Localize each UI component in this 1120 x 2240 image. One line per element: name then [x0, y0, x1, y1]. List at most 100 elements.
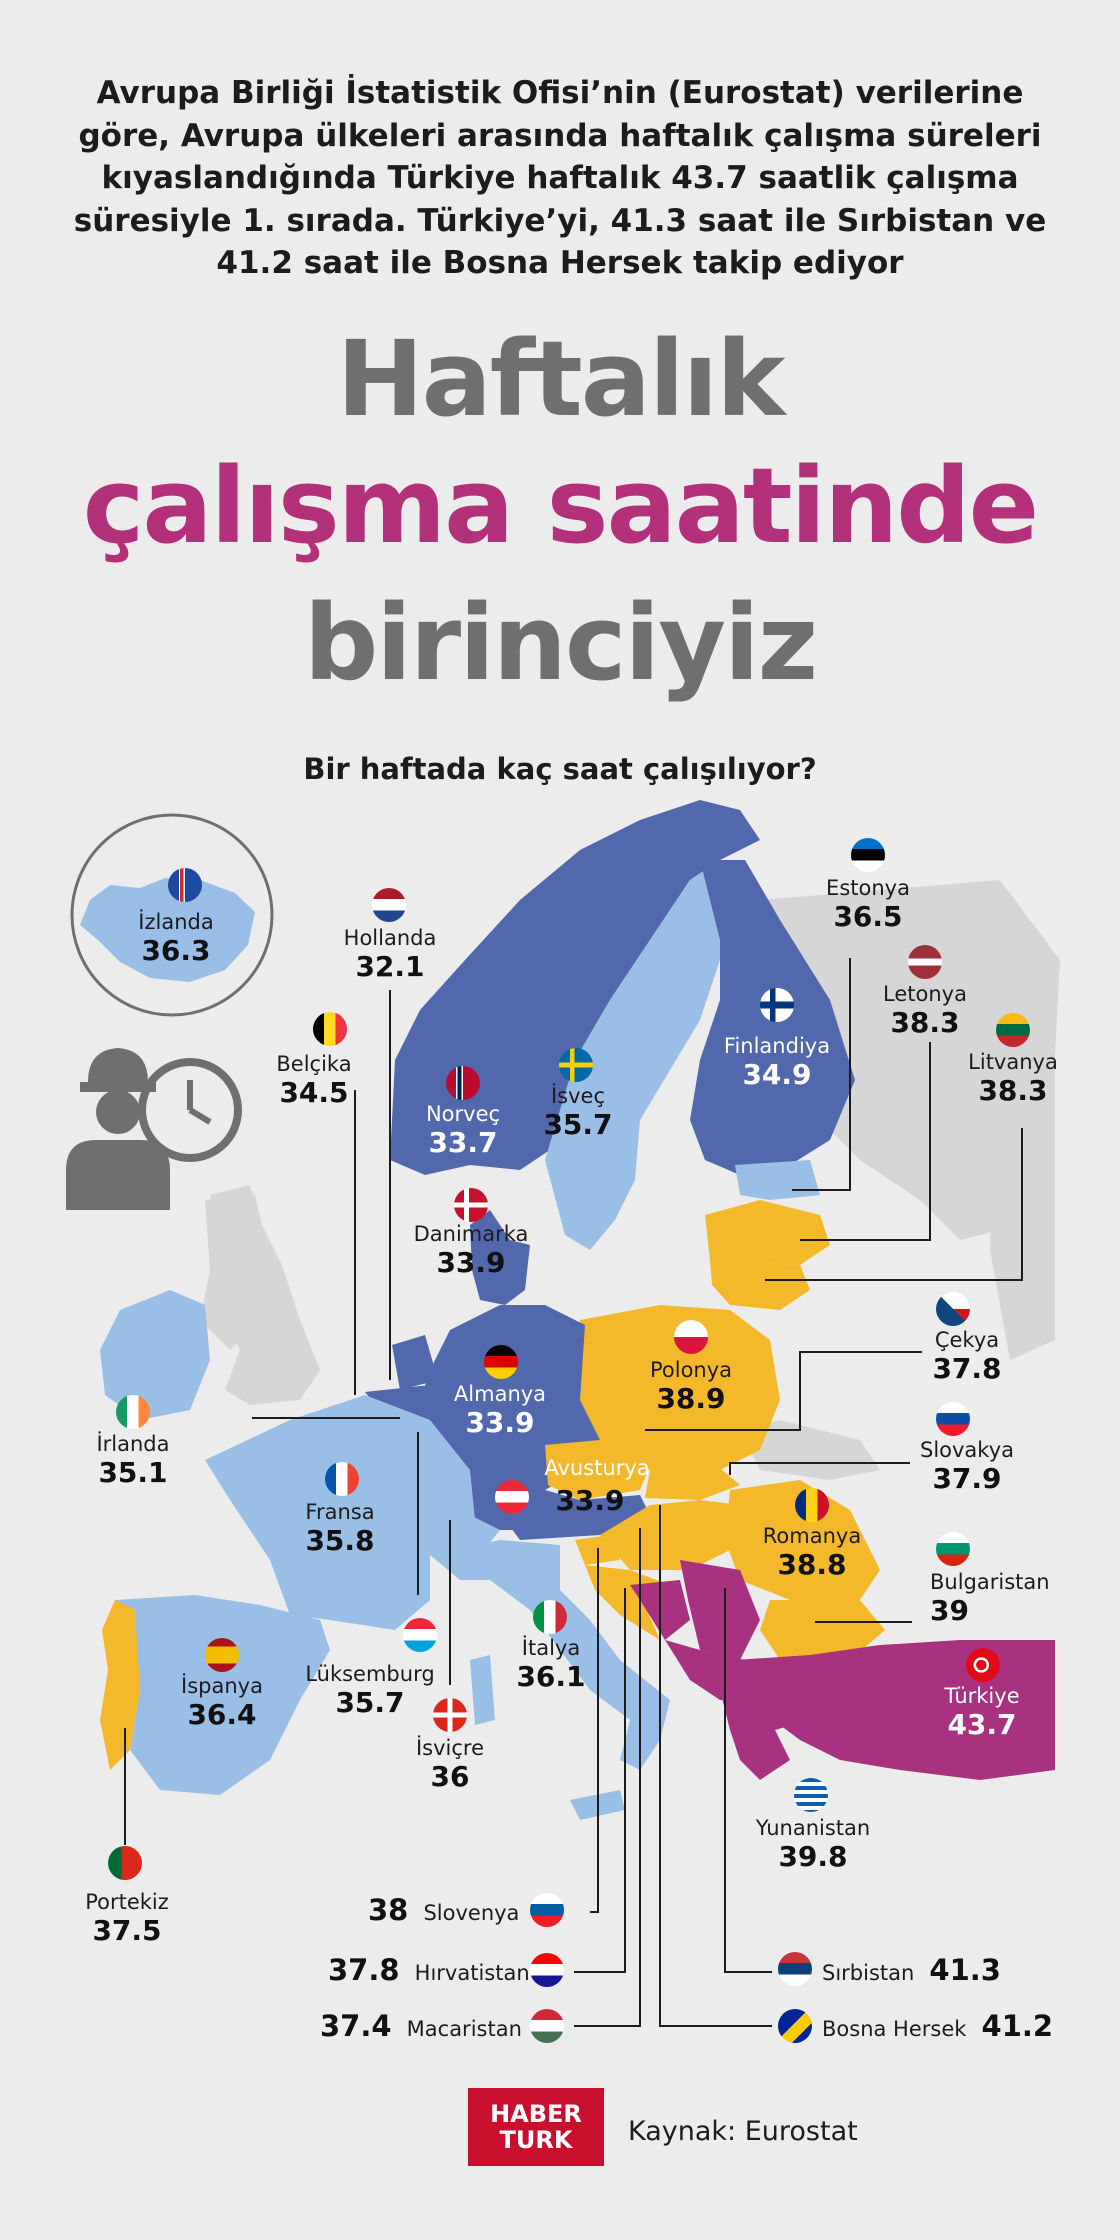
country-value: 36.5: [833, 900, 903, 933]
country-name: İsviçre: [415, 1736, 485, 1760]
iceland-inset-circle: [70, 813, 274, 1017]
label-turkey: Türkiye 43.7: [932, 1684, 1032, 1741]
sweden-flag-icon: [559, 1048, 593, 1082]
hungary-flag-icon: [530, 2009, 564, 2043]
country-name: Estonya: [826, 876, 910, 900]
latvia-shape: [705, 1200, 830, 1265]
intro-line: 41.2 saat ile Bosna Hersek takip ediyor: [216, 245, 904, 281]
country-name: İzlanda: [138, 910, 214, 934]
poland-shape: [575, 1305, 780, 1470]
hungary-shape: [600, 1500, 740, 1570]
country-name: Almanya: [453, 1382, 547, 1406]
country-value: 35.8: [305, 1524, 375, 1557]
slovakia-shape: [645, 1468, 740, 1500]
label-denmark: Danimarka 33.9: [401, 1222, 541, 1279]
country-value: 36: [430, 1760, 470, 1793]
country-name: İsveç: [550, 1084, 606, 1108]
label-austria: Avusturya: [532, 1456, 662, 1480]
label-czechia: Çekya 37.8: [922, 1328, 1012, 1385]
austria-shape: [490, 1490, 650, 1540]
row-croatia: 37.8 Hırvatistan: [328, 1953, 530, 1987]
ireland-flag-icon: [116, 1395, 150, 1429]
label-poland: Polonya 38.9: [636, 1358, 746, 1415]
label-romania: Romanya 38.8: [754, 1524, 870, 1581]
country-value: 39: [930, 1594, 969, 1627]
luxembourg-flag-icon: [403, 1618, 437, 1652]
country-name: Polonya: [649, 1358, 733, 1382]
country-name: Yunanistan: [755, 1816, 871, 1840]
country-name: Fransa: [305, 1500, 375, 1524]
slovakia-flag-icon: [936, 1402, 970, 1436]
intro-text: Avrupa Birliği İstatistik Ofisi’nin (Eur…: [60, 72, 1060, 285]
poland-flag-icon: [674, 1320, 708, 1354]
row-bosnia: Bosna Hersek 41.2: [822, 2009, 1053, 2043]
country-name: Bosna Hersek: [822, 2017, 967, 2041]
slovenia-flag-icon: [530, 1893, 564, 1927]
uk-shape: [210, 1185, 320, 1405]
country-value: 34.9: [742, 1058, 812, 1091]
country-name: Slovakya: [919, 1438, 1015, 1462]
country-value: 41.2: [981, 2009, 1054, 2043]
serbia-shape: [680, 1560, 760, 1660]
country-name: Avusturya: [544, 1456, 650, 1480]
austria-flag-icon: [495, 1480, 529, 1514]
country-value: 37.8: [328, 1953, 400, 1987]
label-greece: Yunanistan 39.8: [748, 1816, 878, 1873]
country-value: 33.9: [436, 1246, 506, 1279]
croatia-flag-icon: [530, 1953, 564, 1987]
country-value: 35.7: [335, 1686, 405, 1719]
country-value: 36.3: [141, 934, 211, 967]
country-name: Çekya: [934, 1328, 1000, 1352]
label-estonia: Estonya 36.5: [818, 876, 918, 933]
country-value: 36.4: [187, 1698, 257, 1731]
country-name: Sırbistan: [822, 1961, 915, 1985]
label-germany: Almanya 33.9: [443, 1382, 557, 1439]
france-flag-icon: [325, 1462, 359, 1496]
label-france: Fransa 35.8: [290, 1500, 390, 1557]
label-ireland: İrlanda 35.1: [73, 1432, 193, 1489]
label-iceland: İzlanda 36.3: [136, 910, 216, 967]
country-value: 32.1: [355, 950, 425, 983]
label-italy: İtalya 36.1: [506, 1636, 596, 1693]
row-slovenia: 38 Slovenya: [368, 1893, 519, 1927]
country-name: Letonya: [883, 982, 967, 1006]
country-value: 37.5: [92, 1914, 162, 1947]
france-shape: [205, 1395, 475, 1630]
row-hungary: 37.4 Macaristan: [320, 2009, 522, 2043]
country-name: İspanya: [181, 1674, 263, 1698]
sweden-shape: [545, 860, 730, 1250]
intro-line: kıyaslandığında Türkiye haftalık 43.7 sa…: [101, 160, 1019, 196]
label-lithuania: Litvanya 38.3: [963, 1050, 1063, 1107]
source-text: Kaynak: Eurostat: [628, 2116, 858, 2147]
country-value: 33.7: [428, 1126, 498, 1159]
lithuania-flag-icon: [996, 1013, 1030, 1047]
country-value: 36.1: [516, 1660, 586, 1693]
worker-clock-icon: [66, 1048, 242, 1210]
country-value: 41.3: [929, 1953, 1001, 1987]
country-name: Türkiye: [944, 1684, 1020, 1708]
estonia-shape: [735, 1160, 820, 1200]
denmark-flag-icon: [454, 1188, 488, 1222]
country-value: 43.7: [947, 1708, 1017, 1741]
country-name: Bulgaristan: [930, 1570, 1050, 1594]
label-finland: Finlandiya 34.9: [712, 1034, 842, 1091]
country-value: 35.7: [543, 1108, 613, 1141]
iceland-shape: [80, 878, 255, 982]
estonia-flag-icon: [851, 838, 885, 872]
label-bulgaria: Bulgaristan 39: [930, 1570, 1060, 1627]
country-value: 38.8: [777, 1548, 847, 1581]
label-austria-value: 33.9: [552, 1484, 628, 1517]
label-belgium: Belçika 34.5: [264, 1052, 364, 1109]
country-name: Litvanya: [968, 1050, 1058, 1074]
country-name: Norveç: [425, 1102, 501, 1126]
country-value: 38.3: [978, 1074, 1048, 1107]
map-subtitle: Bir haftada kaç saat çalışılıyor?: [303, 752, 817, 786]
country-name: Belçika: [276, 1052, 352, 1076]
country-value: 37.4: [320, 2009, 392, 2043]
bulgaria-flag-icon: [936, 1532, 970, 1566]
lithuania-shape: [710, 1260, 810, 1310]
bulgaria-shape: [760, 1600, 885, 1660]
country-name: Hollanda: [343, 926, 437, 950]
label-switzerland: İsviçre 36: [400, 1736, 500, 1793]
label-sweden: İsveç 35.7: [533, 1084, 623, 1141]
